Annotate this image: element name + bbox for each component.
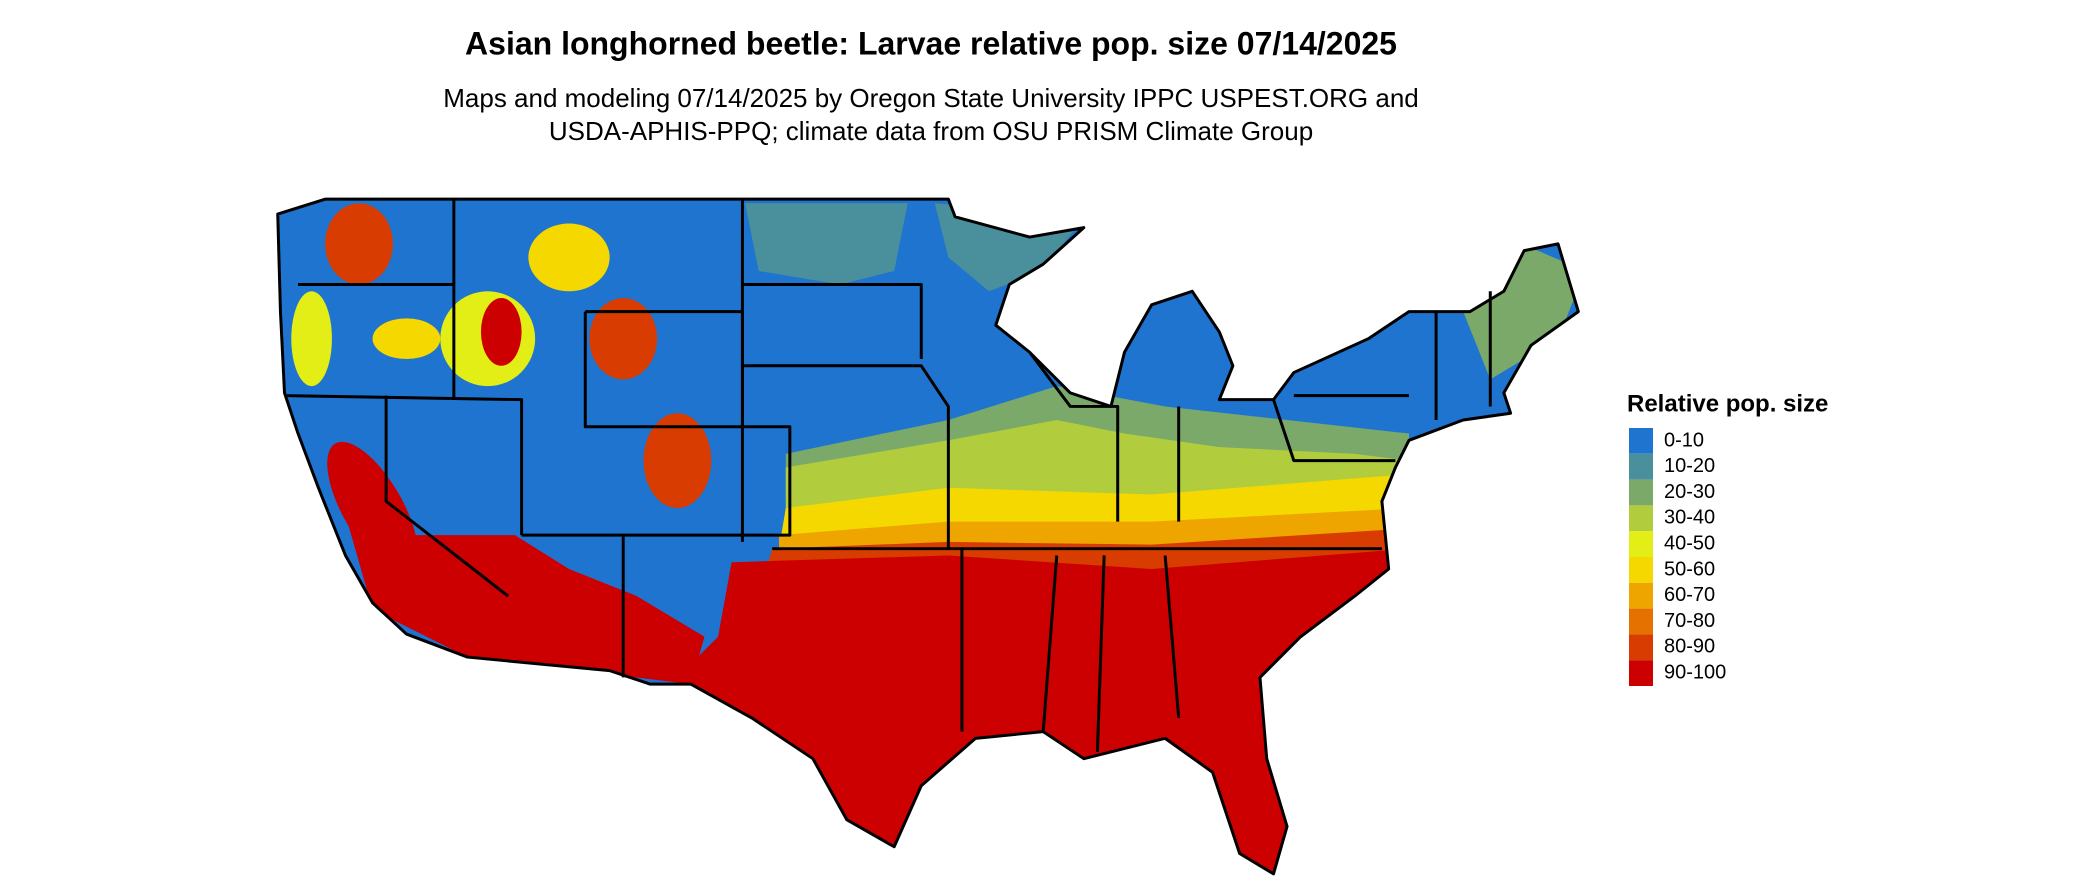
map-fill (277, 199, 1579, 874)
legend-swatch (1629, 505, 1653, 532)
legend-label: 70-80 (1664, 610, 1715, 632)
subtitle-line: USDA-APHIS-PPQ; climate data from OSU PR… (549, 116, 1313, 146)
legend-swatch (1629, 660, 1653, 686)
region (528, 223, 610, 292)
region (345, 514, 705, 685)
legend-label: 90-100 (1664, 661, 1726, 683)
region (758, 216, 868, 258)
legend-title: Relative pop. size (1627, 390, 1828, 417)
legend-label: 50-60 (1664, 558, 1715, 580)
title: Asian longhorned beetle: Larvae relative… (465, 25, 1397, 61)
legend-swatch (1629, 582, 1653, 609)
region (643, 413, 712, 509)
legend-swatch (1629, 479, 1653, 506)
us-outline (276, 197, 1580, 876)
legend-label: 40-50 (1664, 532, 1715, 554)
legend-label: 0-10 (1664, 429, 1704, 451)
region (480, 298, 522, 366)
map (276, 197, 1580, 876)
legend-swatch (1629, 608, 1653, 635)
region (636, 548, 1409, 874)
legend-swatch (1629, 453, 1653, 480)
legend-swatch (1629, 634, 1653, 661)
legend-label: 60-70 (1664, 584, 1715, 606)
legend-label: 80-90 (1664, 636, 1715, 658)
legend-label: 10-20 (1664, 455, 1715, 477)
legend: 0-10 10-20 20-30 30-40 40-50 50-60 60-70 70-80 8… (1629, 428, 1726, 686)
state-borders (284, 199, 1492, 752)
region (325, 203, 393, 285)
region (327, 441, 418, 575)
legend-label: 30-40 (1664, 507, 1715, 529)
region (589, 298, 658, 380)
legend-label: 20-30 (1664, 481, 1715, 503)
legend-swatch (1629, 531, 1653, 557)
legend-swatch (1629, 428, 1653, 454)
subtitle-line: Maps and modeling 07/14/2025 by Oregon S… (443, 83, 1419, 113)
region (372, 318, 441, 360)
legend-swatch (1629, 557, 1653, 583)
region (291, 291, 332, 387)
